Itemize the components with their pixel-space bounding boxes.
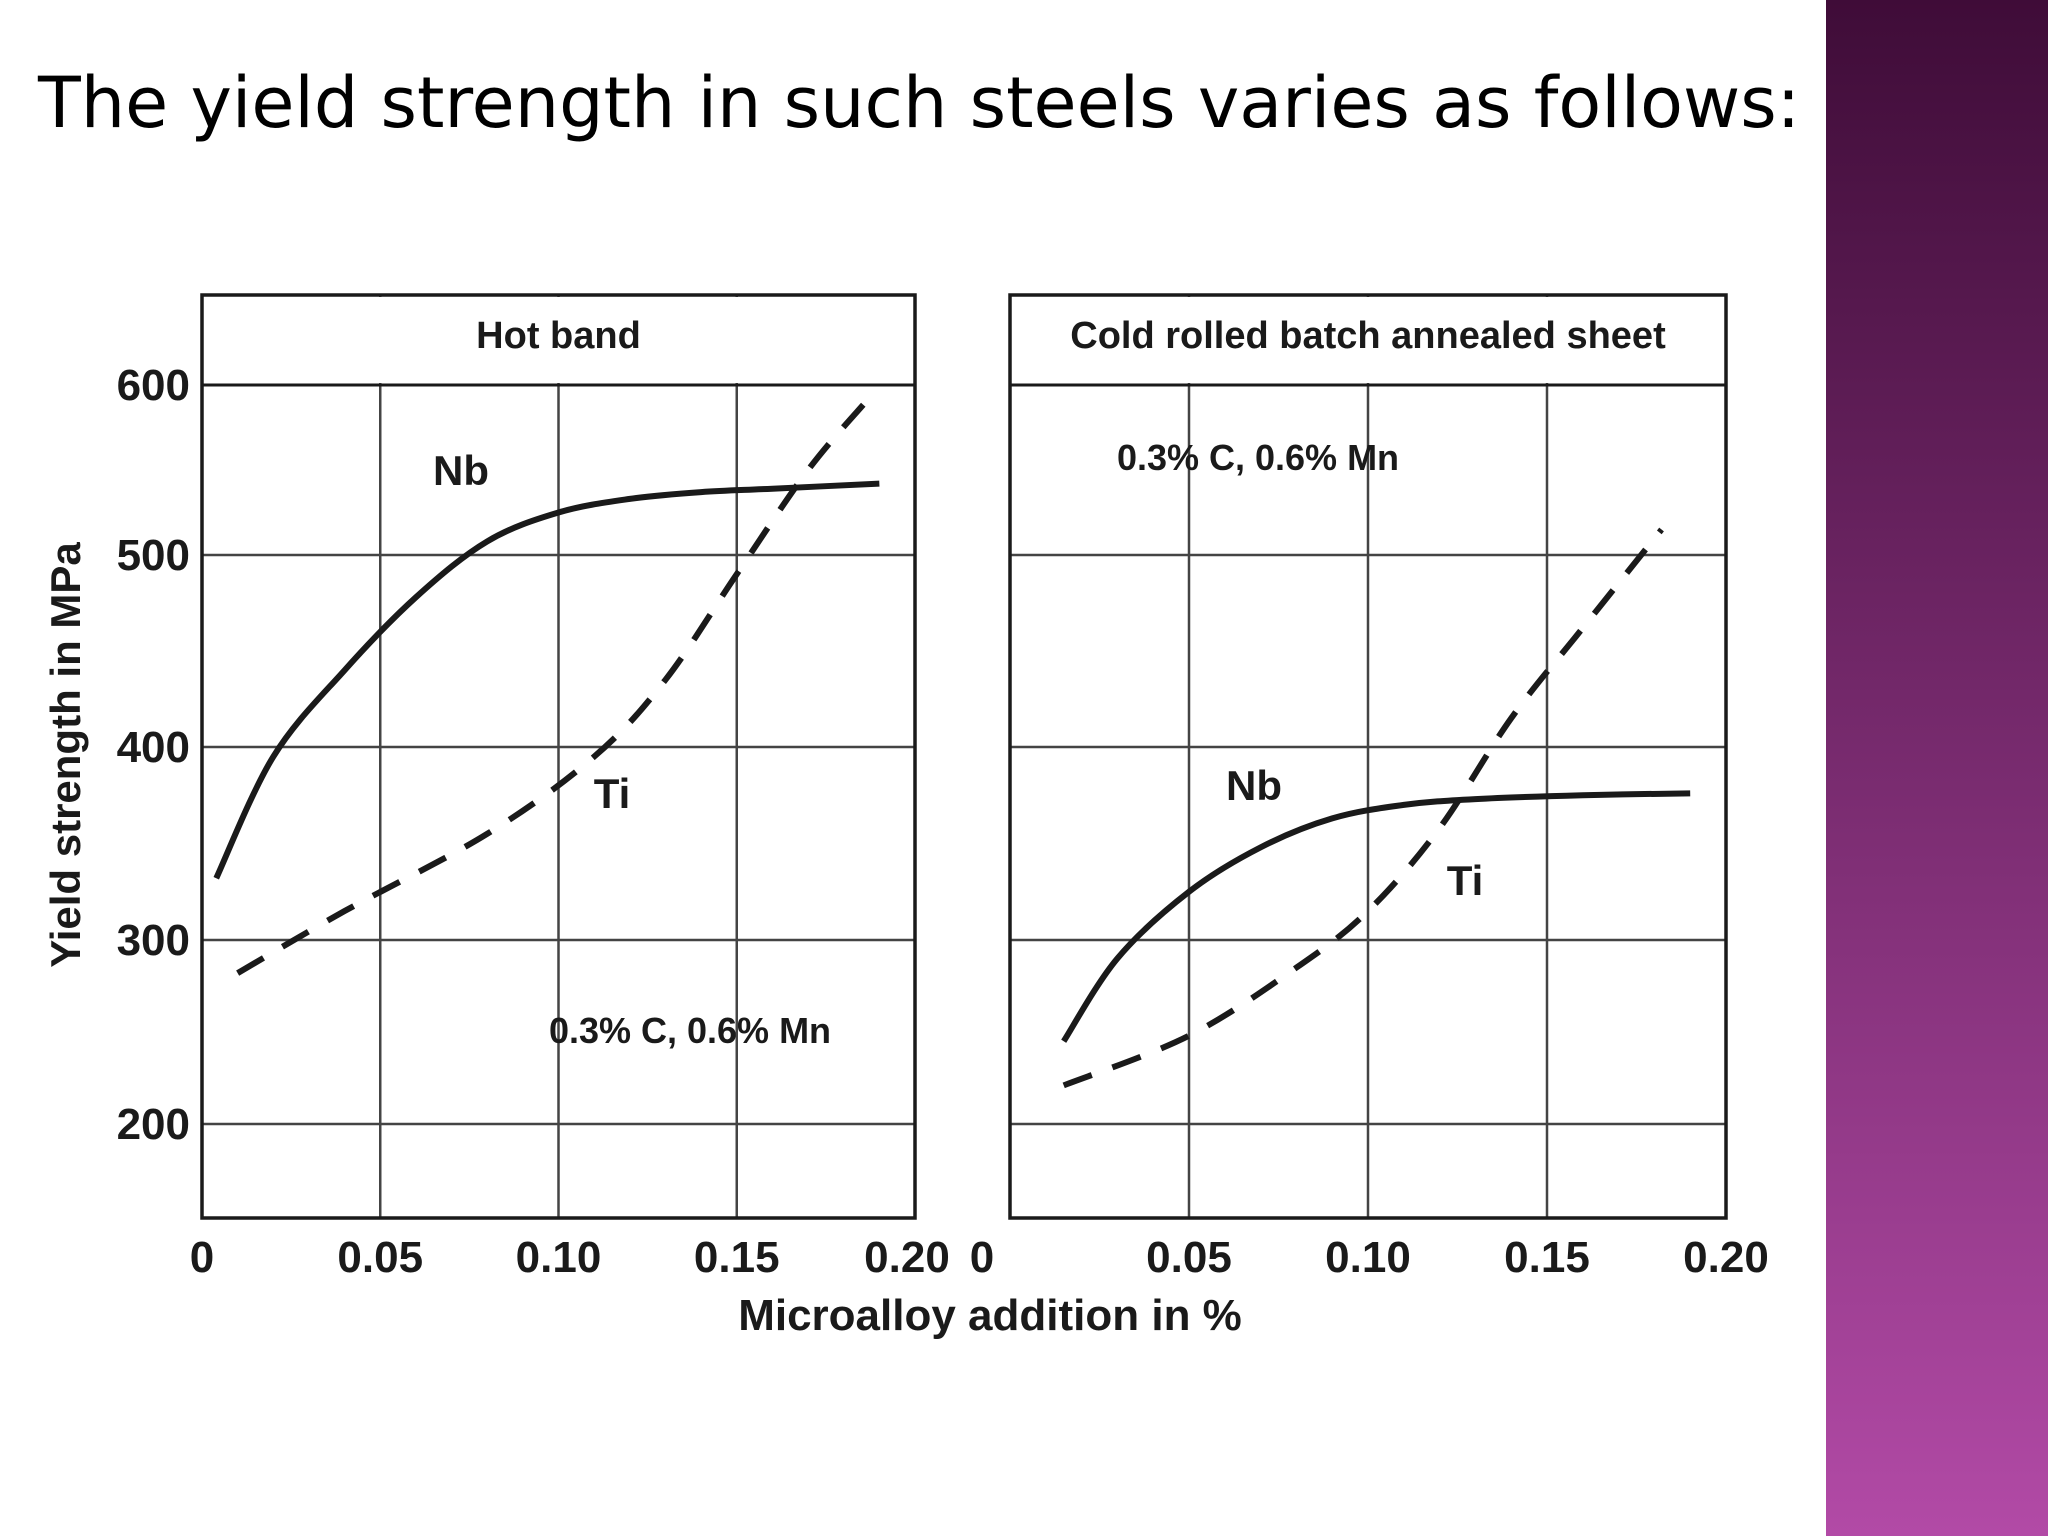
x-tick-label: 0.10: [516, 1233, 602, 1282]
panel-header-background: [204, 297, 913, 383]
x-tick-label: 0: [190, 1233, 214, 1282]
x-tick-label: 0.15: [694, 1233, 780, 1282]
series-label-nb: Nb: [433, 447, 489, 494]
series-label-ti: Ti: [1447, 857, 1484, 904]
panel-cold-rolled-sheet: Cold rolled batch annealed sheet 0.3% C, …: [970, 293, 1769, 1282]
x-tick-label: 0.15: [1504, 1233, 1590, 1282]
x-tick-label: 0.05: [337, 1233, 423, 1282]
panel-frame: [1008, 293, 1728, 1220]
series-line-ti: [1062, 527, 1664, 1089]
series-line-nb: [1061, 790, 1691, 1043]
x-tick-label: 0.10: [1325, 1233, 1411, 1282]
panel-annotation: 0.3% C, 0.6% Mn: [1117, 437, 1399, 478]
y-tick-label: 200: [117, 1100, 190, 1149]
decorative-side-band: [1826, 0, 2048, 1536]
y-tick-label: 400: [117, 723, 190, 772]
y-tick-label: 600: [117, 361, 190, 410]
panel-header-background: [1012, 297, 1724, 383]
series-label-nb: Nb: [1226, 762, 1282, 809]
panel-title: Cold rolled batch annealed sheet: [1070, 315, 1666, 357]
slide-title: The yield strength in such steels varies…: [38, 62, 1801, 144]
x-tick-label: 0: [970, 1233, 994, 1282]
yield-strength-chart: Hot band 0.3% C, 0.6% Mn Nb Ti 0 0.05 0.10 0.15…: [42, 293, 1769, 1340]
shared-axis-labels: 200 300 400 500 600 Yield strength in MPa Micr…: [42, 361, 1242, 1340]
x-tick-label: 0.20: [864, 1233, 950, 1282]
panel-annotation: 0.3% C, 0.6% Mn: [549, 1010, 831, 1051]
x-tick-label: 0.05: [1146, 1233, 1232, 1282]
y-tick-label: 500: [117, 531, 190, 580]
series-label-ti: Ti: [594, 770, 631, 817]
series-line-nb: [213, 480, 880, 880]
series-line-ti: [236, 396, 871, 976]
panel-frame: [200, 293, 917, 1220]
y-axis-label: Yield strength in MPa: [42, 542, 89, 968]
panel-hot-band: Hot band 0.3% C, 0.6% Mn Nb Ti 0 0.05 0.10 0.15…: [190, 293, 950, 1282]
x-axis-label: Microalloy addition in %: [738, 1291, 1242, 1340]
x-tick-label: 0.20: [1683, 1233, 1769, 1282]
y-tick-label: 300: [117, 916, 190, 965]
panel-title: Hot band: [476, 315, 641, 357]
